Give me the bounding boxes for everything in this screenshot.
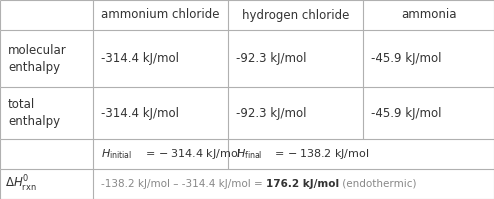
Text: ammonia: ammonia: [401, 9, 456, 21]
Text: -314.4 kJ/mol: -314.4 kJ/mol: [101, 106, 179, 120]
Text: $H_{\mathrm{initial}}$: $H_{\mathrm{initial}}$: [101, 147, 132, 161]
Text: $H_{\mathrm{final}}$: $H_{\mathrm{final}}$: [236, 147, 262, 161]
Text: $= -314.4\ \mathrm{kJ/mol}$: $= -314.4\ \mathrm{kJ/mol}$: [143, 147, 241, 161]
Text: -138.2 kJ/mol – -314.4 kJ/mol =: -138.2 kJ/mol – -314.4 kJ/mol =: [101, 179, 266, 189]
Text: -45.9 kJ/mol: -45.9 kJ/mol: [371, 52, 442, 65]
Text: (endothermic): (endothermic): [339, 179, 416, 189]
Text: total
enthalpy: total enthalpy: [8, 98, 60, 128]
Text: molecular
enthalpy: molecular enthalpy: [8, 44, 67, 73]
Text: $\Delta H^0_{\mathrm{rxn}}$: $\Delta H^0_{\mathrm{rxn}}$: [5, 174, 37, 194]
Text: $= -138.2\ \mathrm{kJ/mol}$: $= -138.2\ \mathrm{kJ/mol}$: [272, 147, 370, 161]
Text: -92.3 kJ/mol: -92.3 kJ/mol: [236, 52, 306, 65]
Text: -92.3 kJ/mol: -92.3 kJ/mol: [236, 106, 306, 120]
Text: 176.2 kJ/mol: 176.2 kJ/mol: [266, 179, 339, 189]
Text: hydrogen chloride: hydrogen chloride: [242, 9, 349, 21]
Text: -45.9 kJ/mol: -45.9 kJ/mol: [371, 106, 442, 120]
Text: ammonium chloride: ammonium chloride: [101, 9, 220, 21]
Text: -314.4 kJ/mol: -314.4 kJ/mol: [101, 52, 179, 65]
